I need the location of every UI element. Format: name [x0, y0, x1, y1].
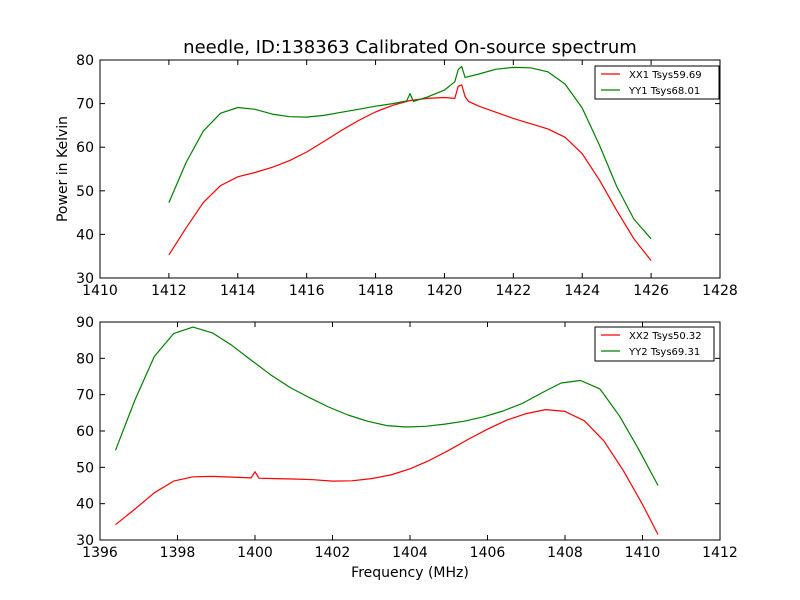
panel-2-y-tick-label: 50 — [76, 460, 94, 476]
panel-1-y-tick-label: 50 — [76, 184, 94, 200]
panel-2-y-tick-label: 70 — [76, 388, 94, 404]
panel-2-y-tick-label: 90 — [76, 315, 94, 331]
panel-2-y-tick-label: 40 — [76, 497, 94, 513]
panel-2-legend-label-1: XX2 Tsys50.32 — [629, 331, 702, 342]
panel-2-legend-box — [594, 326, 715, 362]
panel-2-x-tick-label: 1400 — [237, 545, 273, 561]
panel-1-x-tick-label: 1414 — [220, 283, 256, 299]
panel-1-legend-label-2: YY1 Tsys68.01 — [628, 86, 700, 97]
panel-1-x-tick-label: 1426 — [633, 283, 669, 299]
panel-2-series-line-1 — [115, 409, 659, 535]
panel-2-x-tick-label: 1402 — [315, 545, 351, 561]
plot-panels: 1410 1412 1414 1416 1418 1420 1422 1424 1426 1428… — [76, 53, 738, 561]
panel-2-x-tick-label: 1412 — [702, 545, 738, 561]
panel-2-x-tick-label: 1398 — [160, 545, 196, 561]
panel-1-series-line-1 — [168, 84, 652, 261]
panel-1-x-tick-label: 1412 — [151, 283, 187, 299]
panel-1-legend-label-1: XX1 Tsys59.69 — [629, 70, 702, 81]
panel-2-series-line-2 — [114, 326, 659, 486]
panel-1-series-line-2 — [168, 65, 652, 240]
panel-1-legend-box — [594, 65, 720, 100]
panel-1-x-tick-label: 1418 — [358, 283, 394, 299]
panel-2-y-tick-label: 60 — [76, 424, 94, 440]
panel-1-y-tick-label: 30 — [76, 271, 94, 287]
panel-1-x-tick-label: 1416 — [289, 283, 325, 299]
x-axis-label: Frequency (MHz) — [351, 565, 469, 581]
panel-2: 1396 1398 1400 1402 1404 1406 1408 1410 1412 30 40… — [76, 315, 738, 561]
panel-1-y-tick-label: 40 — [76, 227, 94, 243]
panel-1-y-tick-label: 80 — [76, 53, 94, 69]
panel-2-x-tick-label: 1408 — [547, 545, 583, 561]
panel-1-y-tick-label: 60 — [76, 140, 94, 156]
panel-1-legend: XX1 Tsys59.69 YY1 Tsys68.01 — [594, 65, 720, 100]
panel-1-x-tick-label: 1422 — [496, 283, 532, 299]
panel-1: 1410 1412 1414 1416 1418 1420 1422 1424 1426 1428… — [76, 53, 738, 299]
panel-2-x-tick-label: 1396 — [82, 545, 118, 561]
chart-title: needle, ID:138363 Calibrated On-source s… — [183, 37, 637, 58]
panel-2-y-tick-label: 30 — [76, 533, 94, 549]
panel-2-x-tick-label: 1410 — [625, 545, 661, 561]
panel-2-y-tick-label: 80 — [76, 351, 94, 367]
panel-1-x-tick-label: 1420 — [427, 283, 463, 299]
panel-1-y-tick-label: 70 — [76, 97, 94, 113]
panel-1-x-tick-label: 1428 — [702, 283, 738, 299]
panel-2-x-tick-label: 1406 — [470, 545, 506, 561]
panel-2-legend-label-2: YY2 Tsys69.31 — [628, 347, 700, 358]
panel-1-x-tick-label: 1424 — [564, 283, 600, 299]
y-axis-label: Power in Kelvin — [55, 116, 71, 222]
panel-2-x-tick-label: 1404 — [392, 545, 428, 561]
panel-1-frame — [99, 59, 721, 279]
panel-1-x-tick-label: 1410 — [82, 283, 118, 299]
panel-2-legend: XX2 Tsys50.32 YY2 Tsys69.31 — [594, 326, 715, 362]
